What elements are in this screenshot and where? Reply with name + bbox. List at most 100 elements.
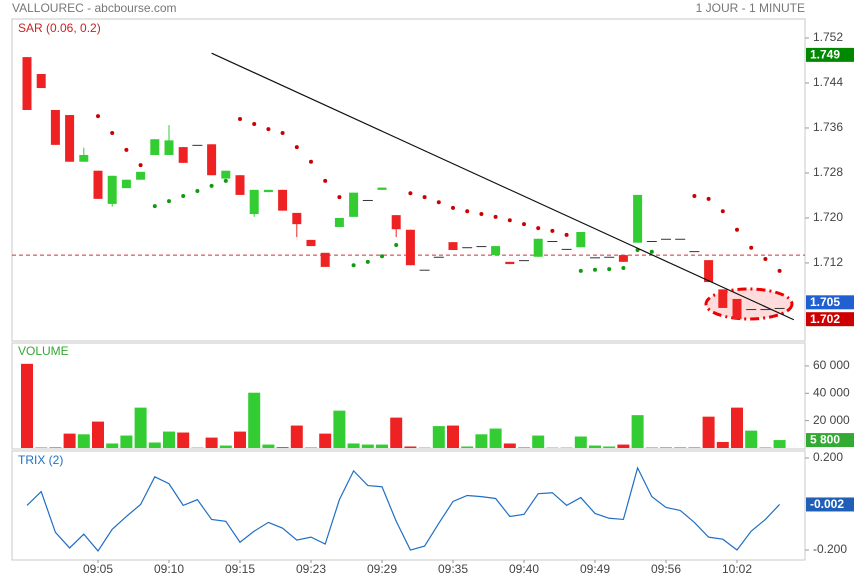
trix-badge: -0.002 [810,497,844,511]
volume-bar [63,433,76,448]
candle-body [349,192,359,217]
volume-bar [447,425,459,448]
sar-dot [493,214,498,219]
y-tick-label: 1.736 [813,120,843,134]
candle-body [405,229,415,266]
candle-body [547,241,558,243]
x-tick-label: 09:56 [651,562,681,576]
sar-dot [507,218,512,223]
sar-dot [309,159,313,164]
volume-bar [120,435,133,448]
candle-body [65,115,75,162]
candle-body [519,260,529,262]
sar-dot [266,127,271,132]
volume-bar [702,416,715,448]
candle-body [320,252,330,267]
sar-dot [351,263,356,268]
volume-bar [290,425,303,448]
volume-bar [432,426,445,448]
trix-frame [11,450,806,561]
price-badge: 1.749 [810,48,840,62]
sar-dot [706,196,711,201]
candle-body [107,175,117,204]
volume-bar [759,447,772,448]
volume-bar [333,410,346,448]
candle-body [718,289,728,308]
volume-bar [518,447,530,448]
volume-frame [11,342,806,450]
candle-body [760,309,771,311]
candle-body [334,217,344,227]
page-title: VALLOUREC - abcbourse.com [12,1,177,15]
volume-bar [645,447,658,448]
volume-badge-bg [806,433,854,448]
candle-body [164,140,174,155]
sar-dot [138,163,143,168]
sar-dot [564,232,569,237]
volume-bar [77,434,90,448]
candle-body [433,256,444,258]
volume-bar [532,435,545,448]
candle-body [675,238,686,240]
candle-body [505,261,515,265]
volume-bar [134,407,147,448]
sar-dot [294,145,299,150]
volume-bar [404,446,417,448]
y-tick-label: 60 000 [813,358,850,372]
volume-bar [660,447,672,448]
candle-body [576,232,586,248]
volume-bar [148,442,161,448]
sar-dot [223,178,228,183]
y-tick-label: 1.712 [813,255,843,269]
volume-bar [262,444,275,448]
candle-body [221,170,231,179]
volume-bar [177,432,190,448]
x-tick-label: 09:35 [438,562,468,576]
volume-bar [376,444,388,448]
sar-dot [593,267,597,272]
highlight-ellipse [704,287,794,321]
sar-dot [436,200,441,205]
volume-bar [92,421,104,448]
sar-dot [451,205,455,210]
candle-body [633,194,643,243]
candle-body [79,154,89,162]
price-frame [11,18,806,342]
candle-body [36,73,46,89]
volume-bar [489,428,502,448]
y-tick-label: -0.200 [813,542,847,556]
candle-body [419,269,430,271]
candle-body [732,298,742,320]
period-label: 1 JOUR - 1 MINUTE [696,1,805,15]
candle-body [377,187,387,190]
sar-dot [578,268,583,273]
candle-body [249,189,259,215]
sar-dot [649,249,654,254]
sar-dot [621,266,626,271]
volume-bar [106,443,119,448]
sar-dot [96,114,100,119]
sar-dot [422,195,427,200]
sar-dot [181,194,186,199]
sar-dot [763,257,768,262]
price-badge-bg [806,47,854,62]
candle-body [689,251,700,253]
sar-dot [408,191,413,196]
candle-body [774,307,785,309]
candle-body [121,179,131,189]
sar-dot [720,209,725,214]
candle-body [746,309,757,311]
y-tick-label: 1.728 [813,165,843,179]
candle-body [491,246,501,256]
sar-dot [124,147,129,152]
sar-dot [522,222,526,227]
sar-dot [479,212,484,217]
candle-body [533,238,543,257]
candle-body [306,239,316,247]
sar-dot [280,131,285,136]
candle-body [362,199,373,201]
volume-bar [745,430,758,448]
x-tick-label: 09:15 [225,562,255,576]
volume-bar [475,434,488,448]
candle-body [661,238,671,240]
